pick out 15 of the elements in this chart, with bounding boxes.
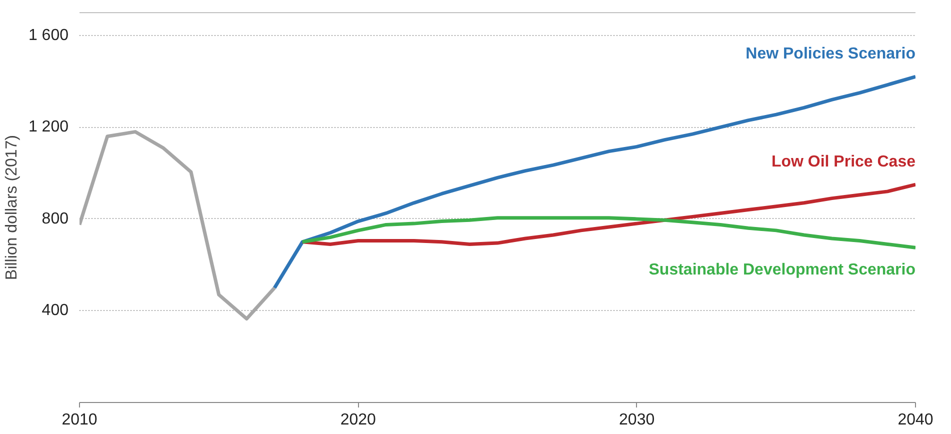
x-tick-label: 2040 bbox=[898, 412, 934, 428]
x-tick-label: 2030 bbox=[619, 412, 655, 428]
y-tick-label: 1 600 bbox=[28, 26, 69, 44]
y-tick-label: 400 bbox=[42, 302, 69, 320]
series-label: Low Oil Price Case bbox=[771, 154, 916, 171]
y-tick-label: 800 bbox=[42, 210, 69, 228]
series-label: New Policies Scenario bbox=[746, 46, 916, 63]
y-tick-label: 1 200 bbox=[28, 118, 69, 136]
line-series bbox=[300, 182, 916, 246]
series-label: Sustainable Development Scenario bbox=[648, 262, 916, 279]
x-tick-label: 2010 bbox=[62, 412, 98, 428]
line-series bbox=[300, 216, 916, 250]
line-series bbox=[272, 74, 916, 290]
x-tick-label: 2020 bbox=[340, 412, 376, 428]
y-axis-title: Billion dollars (2017) bbox=[3, 135, 20, 280]
